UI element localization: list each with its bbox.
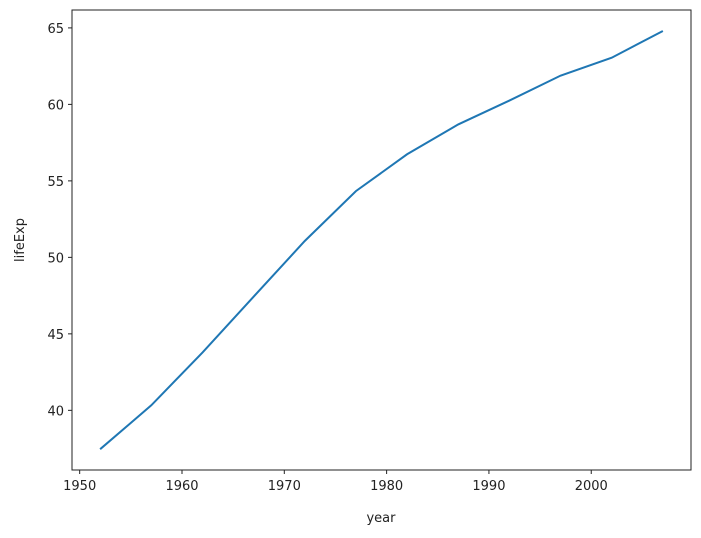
y-tick-label: 65 <box>47 22 64 37</box>
x-axis-label: year <box>366 511 396 526</box>
x-tick-label: 1950 <box>63 479 96 494</box>
x-tick-label: 1970 <box>268 479 301 494</box>
x-tick-label: 2000 <box>575 479 608 494</box>
x-tick-label: 1990 <box>472 479 505 494</box>
y-tick-label: 55 <box>47 175 64 190</box>
y-tick-label: 60 <box>47 98 64 113</box>
x-tick-label: 1960 <box>165 479 198 494</box>
y-axis-label: lifeExp <box>13 218 28 262</box>
axes-frame <box>71 9 692 471</box>
y-tick-label: 40 <box>47 404 64 419</box>
data-line <box>99 30 664 450</box>
y-tick-label: 50 <box>47 251 64 266</box>
y-tick-label: 45 <box>47 328 64 343</box>
x-tick-label: 1980 <box>370 479 403 494</box>
